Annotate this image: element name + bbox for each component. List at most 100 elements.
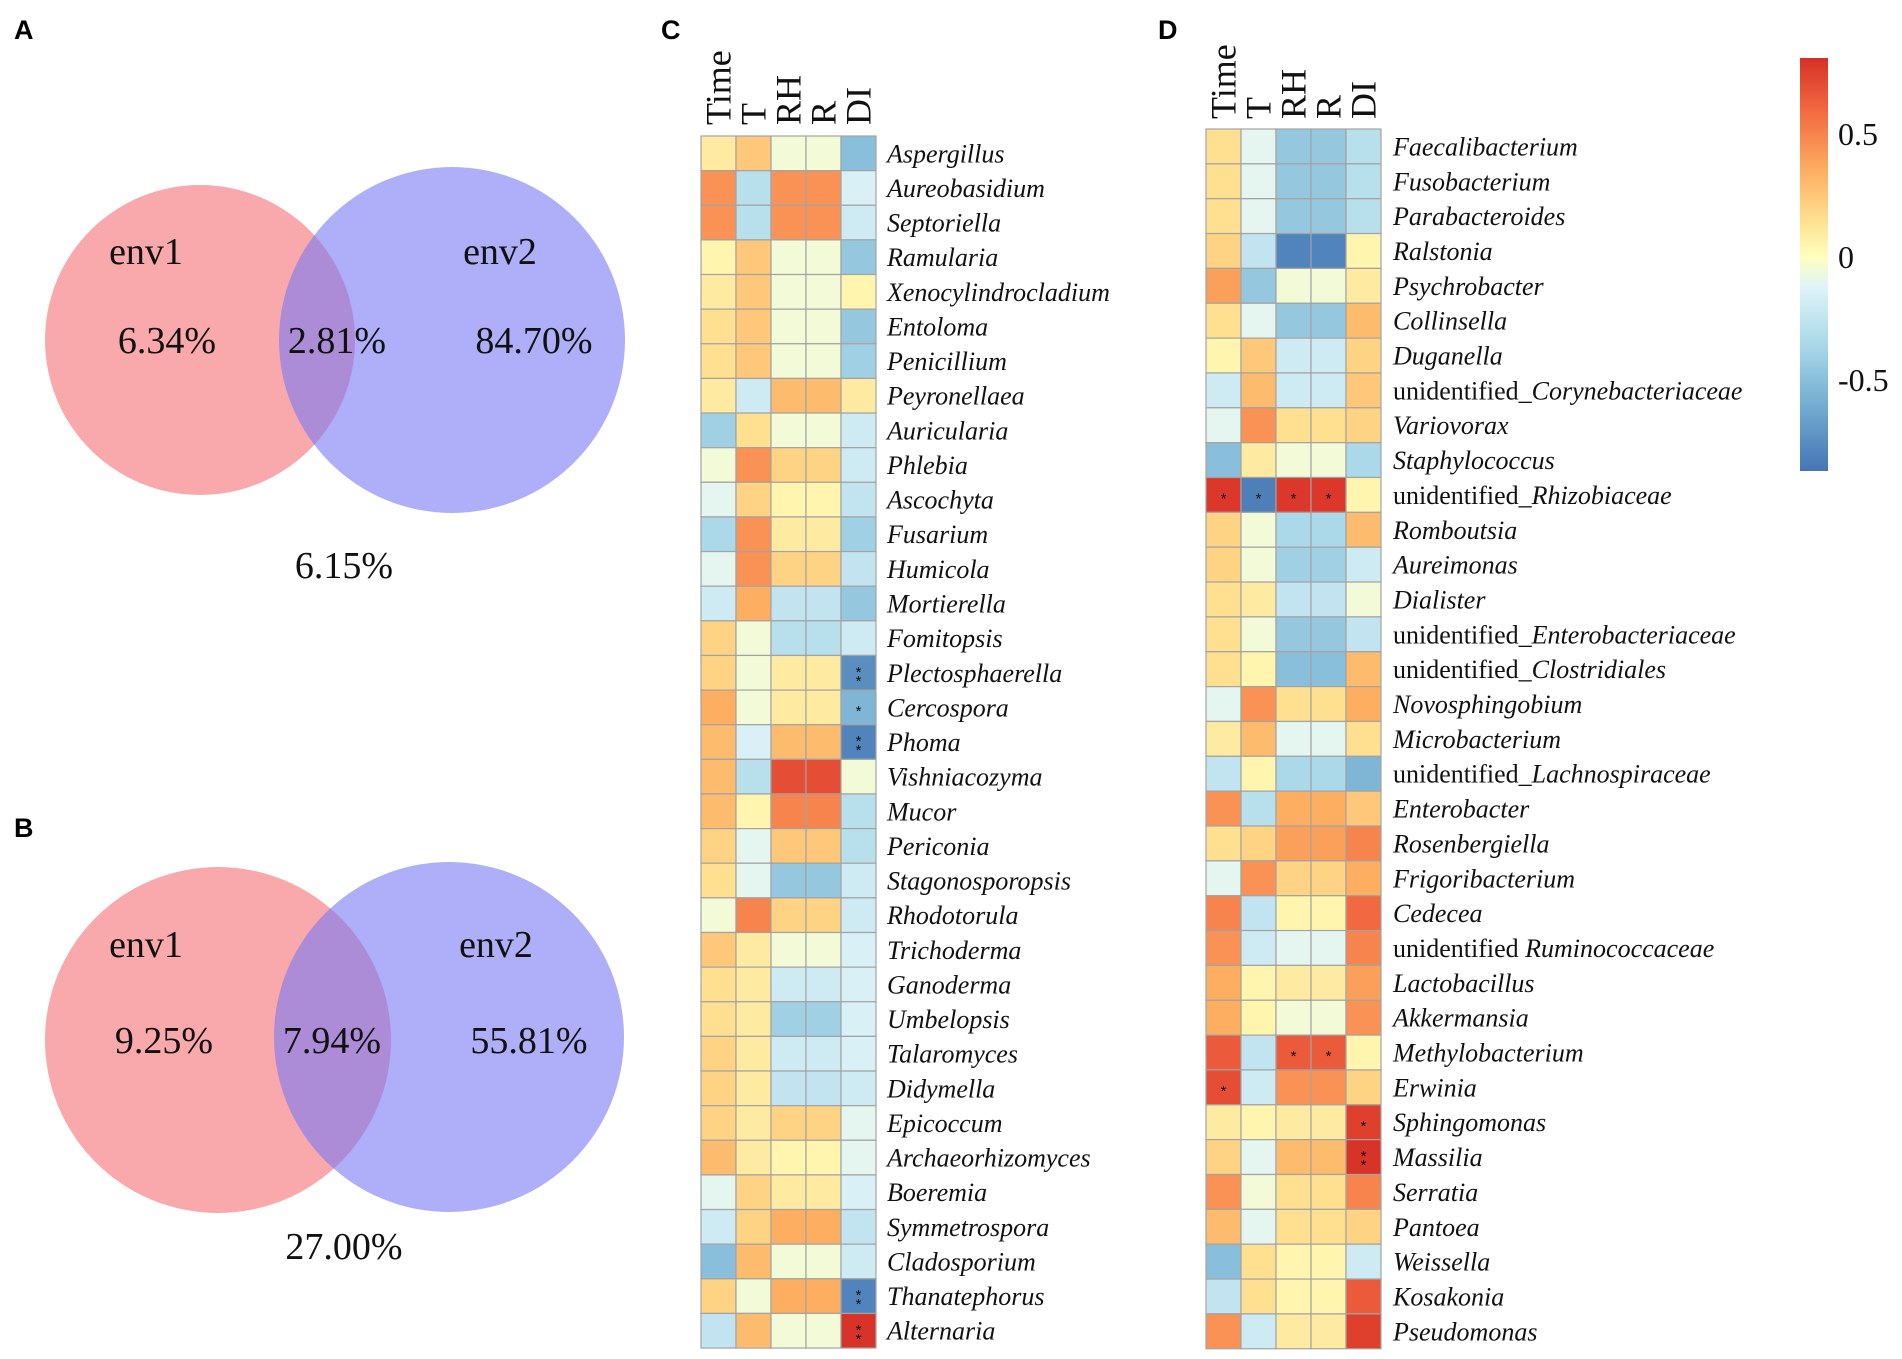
heatmap-cell (1310, 442, 1347, 479)
heatmap-cell (1345, 198, 1382, 235)
heatmap-cell (1240, 999, 1277, 1036)
heatmap-cell (1345, 825, 1382, 862)
row-label-prefix: unidentified_ (1393, 481, 1533, 510)
row-label: Akkermansia (1391, 1004, 1529, 1033)
heatmap-cell (1345, 616, 1382, 653)
heatmap-cell (700, 758, 737, 795)
heatmap-cell (1345, 267, 1382, 304)
heatmap-cell (1345, 372, 1382, 409)
heatmap-cell (735, 550, 772, 587)
heatmap-cell (1275, 1139, 1312, 1176)
row-label: Ralstonia (1392, 237, 1493, 266)
heatmap-cell (1240, 337, 1277, 374)
row-label: unidentified Ruminococcaceae (1393, 934, 1714, 963)
heatmap-cell (1275, 163, 1312, 200)
row-label: Trichoderma (887, 936, 1021, 965)
row-label: Fusobacterium (1392, 167, 1550, 196)
heatmap-cell (770, 135, 807, 172)
row-label: Collinsella (1393, 307, 1507, 336)
venn-b-shared-value: 7.94% (283, 1020, 381, 1062)
row-label-taxon: Talaromyces (887, 1040, 1018, 1069)
row-label-prefix: unidentified_ (1393, 376, 1533, 405)
row-label: unidentified_Rhizobiaceae (1393, 481, 1672, 510)
heatmap-cell (1240, 1034, 1277, 1071)
significance-star: * (1326, 491, 1332, 508)
heatmap-cell (770, 931, 807, 968)
row-label: Novosphingobium (1392, 690, 1582, 719)
heatmap-cell (1205, 407, 1242, 444)
heatmap-cell (1275, 895, 1312, 932)
heatmap-cell (805, 481, 842, 518)
heatmap-cell (1240, 651, 1277, 688)
heatmap-cell (1345, 895, 1382, 932)
heatmap-cell (1310, 1173, 1347, 1210)
heatmap-cell (1205, 442, 1242, 479)
row-label-taxon: Ganoderma (887, 970, 1011, 999)
heatmap-cell (840, 550, 877, 587)
significance-star: * (1361, 1118, 1367, 1135)
heatmap-cell (1205, 999, 1242, 1036)
significance-star: * (856, 1296, 862, 1313)
heatmap-cell (840, 204, 877, 241)
heatmap-cell (770, 412, 807, 449)
heatmap-cell (1275, 581, 1312, 618)
colorbar-scale (1800, 58, 1828, 471)
heatmap-cell (735, 1105, 772, 1141)
heatmap-cell (1240, 616, 1277, 653)
venn-a-outside-value: 6.15% (295, 545, 393, 587)
heatmap-cell (770, 273, 807, 310)
heatmap-cell (840, 447, 877, 483)
heatmap-cell (1275, 929, 1312, 966)
heatmap-cell (1310, 511, 1347, 548)
row-label: Archaeorhizomyces (885, 1144, 1091, 1173)
heatmap-cell (840, 377, 877, 414)
row-label: Staphylococcus (1393, 446, 1555, 475)
heatmap-cell (1275, 1104, 1312, 1141)
row-label-taxon: Alternaria (885, 1317, 995, 1346)
row-label: Aureobasidium (885, 174, 1045, 203)
colorbar-tick-label: 0.5 (1838, 116, 1878, 152)
heatmap-cell (1345, 232, 1382, 270)
row-label: unidentified_Enterobacteriaceae (1393, 620, 1736, 649)
row-label-taxon: Fomitopsis (886, 624, 1003, 653)
heatmap-cell (1240, 964, 1277, 1001)
row-label-taxon: Ramularia (886, 243, 998, 272)
heatmap-cell (770, 862, 807, 899)
heatmap-cell (1345, 163, 1382, 200)
row-label: unidentified_Clostridiales (1393, 655, 1666, 684)
row-label-taxon: Enterobacteriaceae (1531, 620, 1736, 649)
significance-star: * (856, 1322, 862, 1339)
row-label: Duganella (1392, 342, 1503, 371)
heatmap-cell (1345, 1139, 1382, 1176)
heatmap-cell (700, 897, 737, 934)
column-header-t: T (734, 103, 774, 125)
heatmap-cell (840, 1070, 877, 1107)
heatmap-cell (805, 620, 842, 657)
heatmap-cell (1205, 511, 1242, 548)
heatmap-cell (770, 170, 807, 206)
heatmap-cell (805, 412, 842, 449)
row-label-taxon: Corynebacteriaceae (1532, 376, 1743, 405)
panel-letter-c: C (661, 15, 681, 45)
heatmap-cell (770, 897, 807, 934)
heatmap-cell (840, 1035, 877, 1072)
row-label: Phoma (886, 728, 961, 757)
heatmap-cell (1310, 964, 1347, 1001)
heatmap-cell (840, 239, 877, 276)
heatmap-cell (700, 1174, 737, 1211)
row-label: Cedecea (1393, 899, 1483, 928)
venn-a-env2-circle (279, 167, 625, 513)
significance-star: * (1221, 491, 1227, 508)
heatmap-cell (735, 447, 772, 483)
heatmap-cell (700, 135, 737, 172)
heatmap-cell (770, 1243, 807, 1280)
row-label-taxon: Ascochyta (885, 486, 994, 515)
heatmap-cell (1240, 198, 1277, 235)
panel-letter-a: A (14, 15, 34, 45)
heatmap-cell (1310, 790, 1347, 827)
heatmap-cell (1310, 163, 1347, 200)
heatmap-cell (805, 897, 842, 934)
heatmap-cell (700, 1070, 737, 1107)
